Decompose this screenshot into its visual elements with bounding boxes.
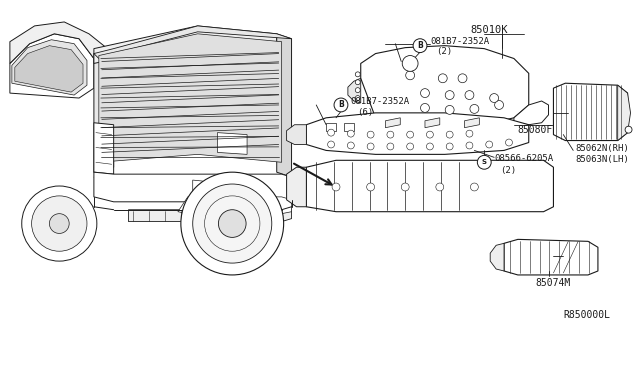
Circle shape [367, 131, 374, 138]
Text: 85080F: 85080F [518, 125, 553, 135]
Circle shape [466, 130, 473, 137]
Circle shape [438, 74, 447, 83]
Polygon shape [465, 118, 479, 128]
Text: 85074M: 85074M [536, 278, 571, 288]
Circle shape [446, 131, 453, 138]
Circle shape [328, 129, 335, 136]
Polygon shape [94, 177, 292, 182]
Text: S: S [482, 159, 487, 165]
Text: 081B7-2352A: 081B7-2352A [351, 96, 410, 106]
Circle shape [426, 131, 433, 138]
Circle shape [420, 103, 429, 112]
Circle shape [420, 89, 429, 97]
Circle shape [355, 80, 360, 85]
Text: 85063N(LH): 85063N(LH) [575, 155, 629, 164]
Polygon shape [12, 40, 87, 95]
Polygon shape [94, 172, 292, 202]
Circle shape [348, 142, 355, 149]
Polygon shape [94, 26, 276, 64]
Text: R850000L: R850000L [563, 311, 611, 320]
Circle shape [506, 139, 513, 146]
Polygon shape [178, 197, 292, 214]
Circle shape [470, 183, 478, 191]
Polygon shape [99, 34, 282, 162]
Circle shape [625, 126, 632, 133]
Circle shape [486, 141, 493, 148]
Polygon shape [425, 118, 440, 128]
Circle shape [445, 91, 454, 100]
Polygon shape [490, 243, 504, 271]
Circle shape [332, 183, 340, 191]
Text: 081B7-2352A: 081B7-2352A [430, 37, 489, 46]
Text: (6): (6) [356, 108, 373, 118]
Polygon shape [348, 78, 361, 103]
Polygon shape [554, 83, 628, 141]
Circle shape [334, 98, 348, 112]
Circle shape [402, 55, 418, 71]
Circle shape [446, 143, 453, 150]
Circle shape [413, 39, 427, 52]
Polygon shape [307, 113, 529, 154]
Circle shape [458, 74, 467, 83]
Polygon shape [287, 167, 307, 207]
Circle shape [495, 100, 504, 109]
Text: (2): (2) [500, 166, 516, 175]
Text: 08566-6205A: 08566-6205A [494, 154, 553, 163]
Polygon shape [307, 160, 554, 212]
Polygon shape [94, 26, 292, 58]
Circle shape [355, 72, 360, 77]
Circle shape [406, 131, 413, 138]
Circle shape [477, 155, 491, 169]
Text: 85062N(RH): 85062N(RH) [575, 144, 629, 153]
Circle shape [426, 143, 433, 150]
Polygon shape [94, 123, 114, 174]
Circle shape [31, 196, 87, 251]
Polygon shape [385, 118, 400, 128]
Circle shape [466, 142, 473, 149]
Polygon shape [193, 180, 203, 193]
Polygon shape [10, 34, 94, 98]
Circle shape [367, 183, 374, 191]
Text: B: B [417, 41, 423, 50]
Polygon shape [218, 133, 247, 154]
Text: (2): (2) [436, 47, 452, 56]
Polygon shape [10, 22, 114, 64]
Circle shape [22, 186, 97, 261]
Circle shape [367, 143, 374, 150]
Polygon shape [504, 239, 598, 275]
Circle shape [436, 183, 444, 191]
Polygon shape [129, 207, 292, 222]
Polygon shape [276, 34, 292, 177]
Circle shape [406, 143, 413, 150]
Circle shape [406, 71, 415, 80]
Circle shape [387, 131, 394, 138]
Circle shape [348, 130, 355, 137]
Circle shape [387, 143, 394, 150]
Polygon shape [326, 123, 336, 131]
Circle shape [445, 105, 454, 114]
Circle shape [218, 210, 246, 237]
Polygon shape [514, 101, 548, 125]
Polygon shape [94, 49, 114, 172]
Circle shape [328, 141, 335, 148]
Circle shape [355, 96, 360, 100]
Polygon shape [344, 123, 354, 131]
Circle shape [470, 105, 479, 113]
Polygon shape [618, 85, 630, 141]
Circle shape [355, 88, 360, 93]
Circle shape [193, 184, 272, 263]
Circle shape [181, 172, 284, 275]
Polygon shape [287, 125, 307, 144]
Text: 85010K: 85010K [470, 25, 508, 35]
Circle shape [401, 183, 409, 191]
Circle shape [49, 214, 69, 234]
Polygon shape [361, 46, 529, 127]
Polygon shape [15, 46, 83, 92]
Circle shape [490, 94, 499, 103]
Text: B: B [338, 100, 344, 109]
Circle shape [465, 91, 474, 100]
